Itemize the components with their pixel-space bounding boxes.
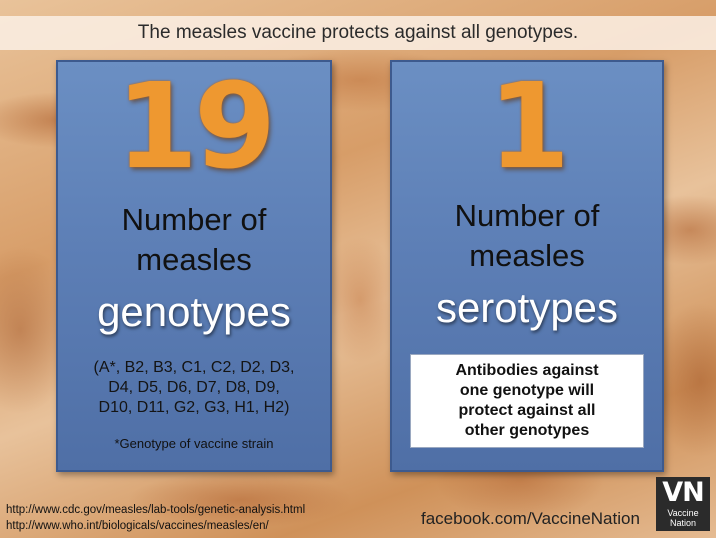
vaccine-nation-logo: VN Vaccine Nation	[656, 477, 710, 531]
genotype-list: (A*, B2, B3, C1, C2, D2, D3, D4, D5, D6,…	[68, 358, 320, 418]
serotype-label-line2: measles	[469, 238, 585, 273]
antibody-note-line: one genotype will	[459, 382, 595, 399]
serotypes-panel: 1 Number of measles serotypes Antibodies…	[390, 57, 664, 472]
vaccine-strain-note: *Genotype of vaccine strain	[114, 436, 274, 451]
facebook-link[interactable]: facebook.com/VaccineNation	[421, 509, 640, 528]
who-source-link[interactable]: http://www.who.int/biologicals/vaccines/…	[6, 520, 269, 532]
genotype-list-line: (A*, B2, B3, C1, C2, D2, D3,	[93, 359, 295, 376]
genotype-count: 19	[115, 57, 276, 195]
logo-letters: VN	[662, 477, 705, 508]
banner-title: The measles vaccine protects against all…	[137, 22, 579, 43]
logo-line2: Nation	[669, 518, 696, 528]
logo-line1: Vaccine	[667, 508, 699, 518]
genotype-list-line: D10, D11, G2, G3, H1, H2)	[98, 399, 290, 416]
source-links: http://www.cdc.gov/measles/lab-tools/gen…	[6, 502, 305, 534]
antibody-note-line: other genotypes	[464, 422, 590, 439]
antibody-note-box: Antibodies against one genotype will pro…	[410, 354, 644, 448]
antibody-note-line: Antibodies against	[455, 362, 599, 379]
genotype-list-line: D4, D5, D6, D7, D8, D9,	[108, 379, 280, 396]
serotype-count: 1	[487, 57, 570, 195]
genotypes-word: genotypes	[97, 288, 291, 335]
cdc-source-link[interactable]: http://www.cdc.gov/measles/lab-tools/gen…	[6, 504, 306, 516]
title-banner: The measles vaccine protects against all…	[0, 16, 716, 50]
genotype-label-line1: Number of	[121, 202, 267, 237]
genotype-label-line2: measles	[136, 242, 252, 277]
genotypes-panel: 19 Number of measles genotypes (A*, B2, …	[56, 57, 332, 472]
serotype-label-line1: Number of	[454, 198, 600, 233]
serotypes-word: serotypes	[435, 284, 619, 331]
antibody-note-line: protect against all	[458, 402, 596, 419]
